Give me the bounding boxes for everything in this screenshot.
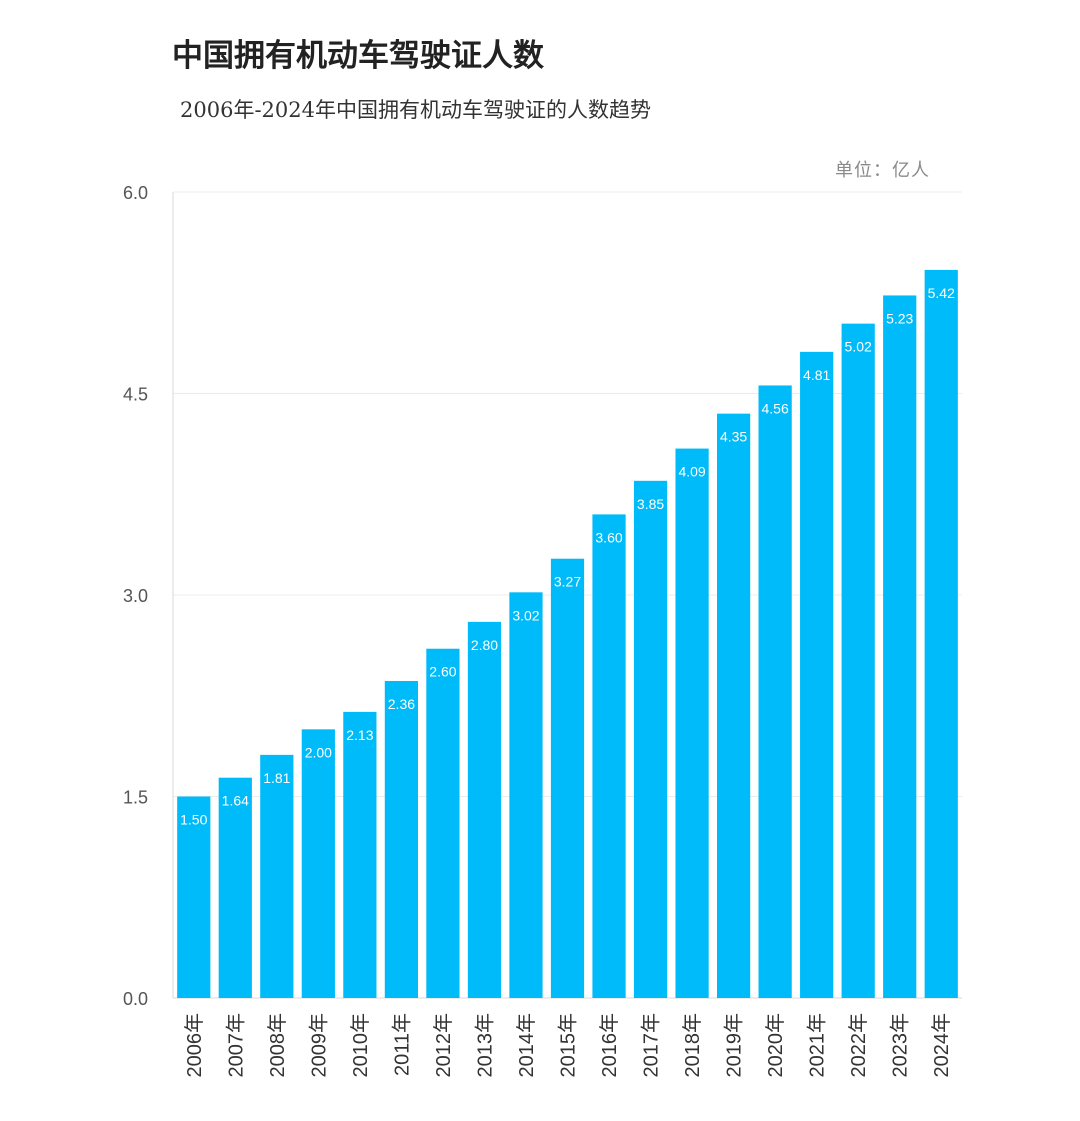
y-tick-label: 6.0: [123, 183, 148, 203]
bar: [509, 592, 543, 998]
bar-value-label: 3.27: [554, 574, 581, 590]
x-tick-label: 2022年: [847, 1013, 870, 1078]
bar: [218, 777, 252, 998]
bar: [550, 558, 585, 998]
x-tick-label: 2010年: [349, 1013, 372, 1078]
bar-value-label: 4.35: [720, 429, 747, 445]
x-tick-label: 2016年: [598, 1013, 621, 1078]
x-tick-label: 2018年: [681, 1013, 704, 1078]
bar: [384, 680, 419, 998]
x-tick-label: 2020年: [764, 1013, 787, 1078]
bar: [260, 754, 294, 998]
chart-title: 中国拥有机动车驾驶证人数: [172, 38, 544, 74]
x-tick-label: 2014年: [515, 1013, 538, 1078]
x-tick-label: 2024年: [930, 1013, 953, 1078]
bar-value-label: 2.13: [346, 727, 373, 743]
x-tick-label: 2013年: [473, 1013, 496, 1078]
x-tick-label: 2006年: [183, 1013, 206, 1078]
bar-value-label: 1.81: [263, 770, 290, 786]
bar-value-label: 5.02: [845, 339, 872, 355]
bar-value-label: 3.02: [512, 607, 539, 623]
bar: [716, 413, 751, 998]
bar: [883, 295, 917, 999]
bar-value-label: 3.60: [595, 529, 622, 545]
bar-value-label: 2.00: [305, 744, 332, 760]
x-tick-label: 2019年: [723, 1013, 746, 1078]
bar-value-label: 1.64: [222, 793, 249, 809]
bar: [800, 351, 834, 998]
y-tick-label: 1.5: [123, 788, 148, 808]
bar-value-label: 5.23: [886, 310, 913, 326]
bar: [592, 514, 626, 998]
bar-value-label: 2.60: [429, 664, 456, 680]
bar-value-label: 4.81: [803, 367, 830, 383]
x-tick-label: 2007年: [224, 1013, 247, 1078]
bar-value-label: 4.09: [678, 464, 705, 480]
unit-label: 单位：亿人: [835, 160, 930, 181]
bar-value-label: 1.50: [180, 812, 207, 828]
bar: [633, 480, 668, 999]
y-tick-label: 4.5: [123, 385, 148, 405]
x-tick-label: 2021年: [806, 1013, 829, 1078]
x-tick-label: 2023年: [889, 1013, 912, 1078]
bar: [343, 711, 377, 998]
bar: [467, 621, 502, 998]
x-tick-label: 2015年: [557, 1013, 580, 1078]
x-tick-label: 2017年: [640, 1013, 663, 1078]
bar: [675, 448, 709, 998]
x-tick-label: 2011年: [390, 1013, 413, 1076]
bar-value-label: 2.36: [388, 696, 415, 712]
bar-value-label: 5.42: [928, 285, 955, 301]
x-tick-label: 2009年: [307, 1013, 330, 1078]
bar-value-label: 4.56: [762, 400, 789, 416]
bar: [758, 385, 792, 998]
bar: [177, 796, 211, 998]
x-tick-label: 2008年: [266, 1013, 289, 1078]
bar: [301, 729, 335, 998]
bar: [841, 323, 875, 998]
y-tick-label: 0.0: [123, 989, 148, 1009]
y-tick-label: 3.0: [123, 586, 148, 606]
chart-subtitle: 2006年-2024年中国拥有机动车驾驶证的人数趋势: [180, 98, 651, 122]
bar-value-label: 3.85: [637, 496, 664, 512]
bar: [426, 648, 460, 998]
x-tick-label: 2012年: [432, 1013, 455, 1078]
bar-value-label: 2.80: [471, 637, 498, 653]
bar: [924, 269, 958, 998]
